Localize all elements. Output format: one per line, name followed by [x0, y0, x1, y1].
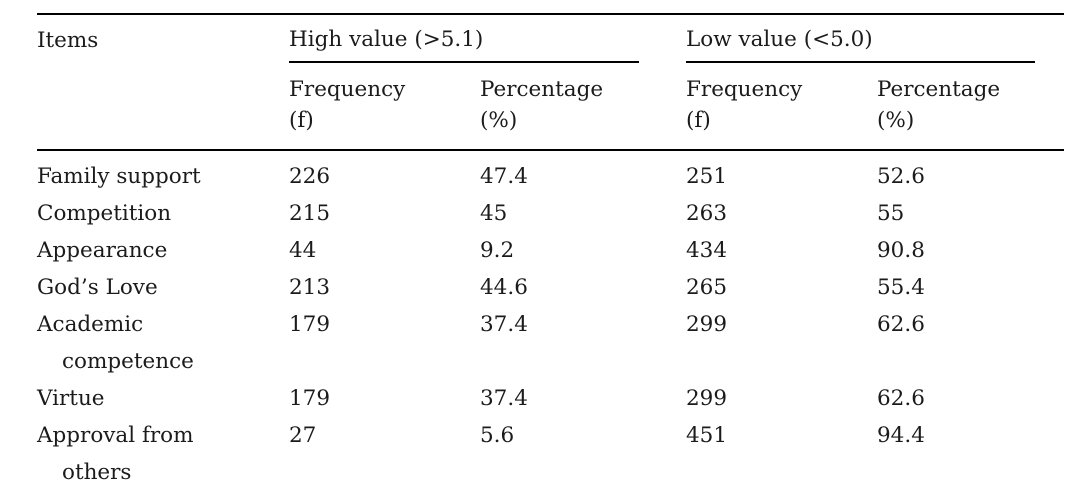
item-cell: Family support [37, 164, 201, 189]
item-cell: Competition [37, 201, 172, 226]
item-cell: Appearance [37, 238, 168, 263]
low-frequency-cell: 451 [686, 423, 728, 448]
low-frequency-cell: 434 [686, 238, 728, 263]
group-label-high-value: High value (>5.1) [289, 15, 639, 63]
table-header: Items High value (>5.1) Low value (<5.0)… [37, 14, 1064, 151]
table-body: Family support 226 47.4 251 52.6 Competi… [37, 150, 1064, 491]
high-percentage-cell: 47.4 [480, 164, 528, 189]
group-header-row: Items High value (>5.1) Low value (<5.0) [37, 14, 1064, 151]
low-percentage-cell: 55.4 [877, 275, 925, 300]
low-frequency-cell: 265 [686, 275, 728, 300]
high-frequency-cell: 215 [289, 201, 331, 226]
low-percentage-cell: 62.6 [877, 312, 925, 337]
subheader-percentage-high: Percentage (%) [480, 63, 686, 151]
high-frequency-cell: 44 [289, 238, 317, 263]
table-row: God’s Love 213 44.6 265 55.4 [37, 269, 1064, 306]
high-frequency-cell: 179 [289, 312, 331, 337]
group-header-low-value: Low value (<5.0) [686, 14, 1064, 63]
group-header-high-value: High value (>5.1) [289, 14, 686, 63]
item-cell: Academic competence [37, 312, 194, 374]
table-row: Competition 215 45 263 55 [37, 195, 1064, 232]
high-percentage-cell: 37.4 [480, 312, 528, 337]
low-frequency-cell: 299 [686, 312, 728, 337]
low-percentage-cell: 94.4 [877, 423, 925, 448]
subheader-frequency-high: Frequency (f) [289, 63, 480, 151]
high-percentage-cell: 37.4 [480, 386, 528, 411]
group-label-low-value: Low value (<5.0) [686, 15, 1035, 63]
low-frequency-cell: 251 [686, 164, 728, 189]
high-frequency-cell: 226 [289, 164, 331, 189]
high-percentage-cell: 9.2 [480, 238, 515, 263]
high-percentage-cell: 5.6 [480, 423, 515, 448]
item-cell: Approval from others [37, 423, 194, 485]
high-percentage-cell: 44.6 [480, 275, 528, 300]
table-row: Family support 226 47.4 251 52.6 [37, 150, 1064, 195]
low-percentage-cell: 52.6 [877, 164, 925, 189]
subheader-row: Frequency (f) Percentage (%) Frequency (… [37, 63, 1064, 151]
value-frequency-table: Items High value (>5.1) Low value (<5.0)… [37, 13, 1064, 491]
low-frequency-cell: 299 [686, 386, 728, 411]
table-row: Approval from others 27 5.6 451 94.4 [37, 417, 1064, 491]
low-percentage-cell: 90.8 [877, 238, 925, 263]
item-cell: Virtue [37, 386, 105, 411]
low-percentage-cell: 62.6 [877, 386, 925, 411]
subheader-frequency-low: Frequency (f) [686, 63, 877, 151]
subheader-percentage-low: Percentage (%) [877, 63, 1064, 151]
high-percentage-cell: 45 [480, 201, 508, 226]
high-frequency-cell: 179 [289, 386, 331, 411]
high-frequency-cell: 213 [289, 275, 331, 300]
low-frequency-cell: 263 [686, 201, 728, 226]
table-row: Virtue 179 37.4 299 62.6 [37, 380, 1064, 417]
table-row: Appearance 44 9.2 434 90.8 [37, 232, 1064, 269]
low-percentage-cell: 55 [877, 201, 905, 226]
item-cell: God’s Love [37, 275, 158, 300]
high-frequency-cell: 27 [289, 423, 317, 448]
column-header-items: Items [37, 14, 289, 151]
table-row: Academic competence 179 37.4 299 62.6 [37, 306, 1064, 380]
